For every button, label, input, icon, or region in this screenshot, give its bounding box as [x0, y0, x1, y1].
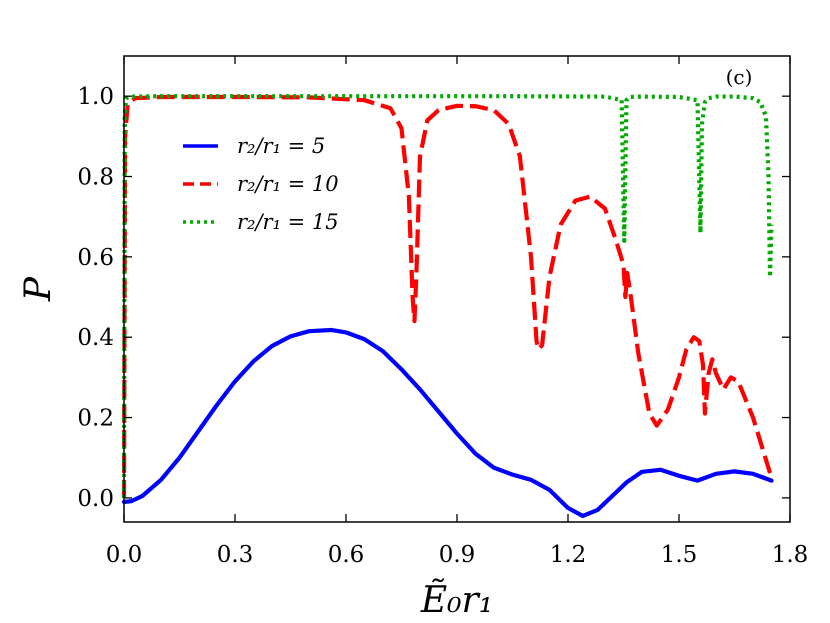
series-line-1: [121, 327, 774, 519]
x-tick-label: 0.9: [439, 542, 476, 568]
x-tick-label: 0.6: [328, 542, 365, 568]
y-tick-label: 0.2: [77, 406, 114, 432]
y-tick-label: 0.8: [77, 165, 114, 191]
legend-label-2: r₂/r₁ = 10: [237, 172, 339, 196]
y-tick-label: 0.0: [77, 486, 114, 512]
x-tick-label: 1.8: [772, 542, 809, 568]
ticks-layer: 0.0 0.3 0.6 0.9 1.2 1.5 1.8 0.0 0.2 0.4 0.6 0.8 1.0: [77, 56, 808, 568]
x-tick-label: 1.2: [550, 542, 587, 568]
y-tick-label: 0.6: [77, 245, 114, 271]
y-axis-label: P: [18, 276, 59, 302]
plot-frame: [123, 55, 791, 523]
x-axis-label: Ẽ₀r₁: [420, 579, 493, 621]
series-line-2: [121, 94, 774, 498]
series-line-3: [121, 94, 774, 498]
x-tick-label: 0.3: [217, 542, 254, 568]
panel-label: (c): [726, 65, 753, 89]
legend-label-3: r₂/r₁ = 15: [237, 210, 339, 234]
series-layer: [121, 94, 774, 519]
legend: r₂/r₁ = 5 r₂/r₁ = 10 r₂/r₁ = 15: [183, 134, 339, 234]
x-tick-label: 0.0: [106, 542, 143, 568]
y-tick-label: 0.4: [77, 325, 114, 351]
x-tick-label: 1.5: [661, 542, 698, 568]
legend-label-1: r₂/r₁ = 5: [237, 134, 325, 158]
y-tick-label: 1.0: [77, 84, 114, 110]
